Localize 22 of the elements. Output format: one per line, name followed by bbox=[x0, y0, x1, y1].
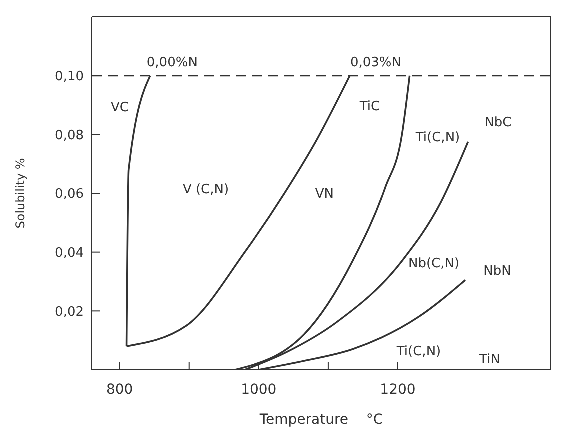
y-tick-label: 0,04 bbox=[55, 246, 84, 261]
annotation: NbN bbox=[484, 264, 512, 279]
y-tick-label: 0,02 bbox=[55, 304, 84, 320]
annotation: NbC bbox=[484, 116, 512, 131]
x-tick-label: 1000 bbox=[241, 382, 277, 398]
x-tick-label: 1200 bbox=[380, 382, 416, 398]
annotation: Ti(C,N) bbox=[416, 130, 460, 146]
annotation: TiN bbox=[480, 352, 500, 368]
y-tick-label: 0,06 bbox=[55, 187, 84, 202]
annotation: Ti(C,N) bbox=[396, 344, 442, 360]
annotation: Nb(C,N) bbox=[408, 256, 460, 272]
x-tick-label: 800 bbox=[106, 382, 134, 398]
y-tick-label: 0,10 bbox=[55, 69, 84, 84]
annotation: VC bbox=[111, 100, 129, 116]
annotation: 0,00%N bbox=[146, 55, 198, 70]
y-axis-title: Solubility % bbox=[13, 158, 28, 229]
annotation: VN bbox=[315, 187, 334, 202]
annotation: 0,03%N bbox=[350, 55, 402, 70]
y-tick-label: 0,08 bbox=[55, 128, 84, 144]
x-axis-title: Temperature °C bbox=[258, 412, 384, 428]
annotation: TiC bbox=[360, 100, 380, 114]
annotation: V (C,N) bbox=[182, 182, 230, 198]
